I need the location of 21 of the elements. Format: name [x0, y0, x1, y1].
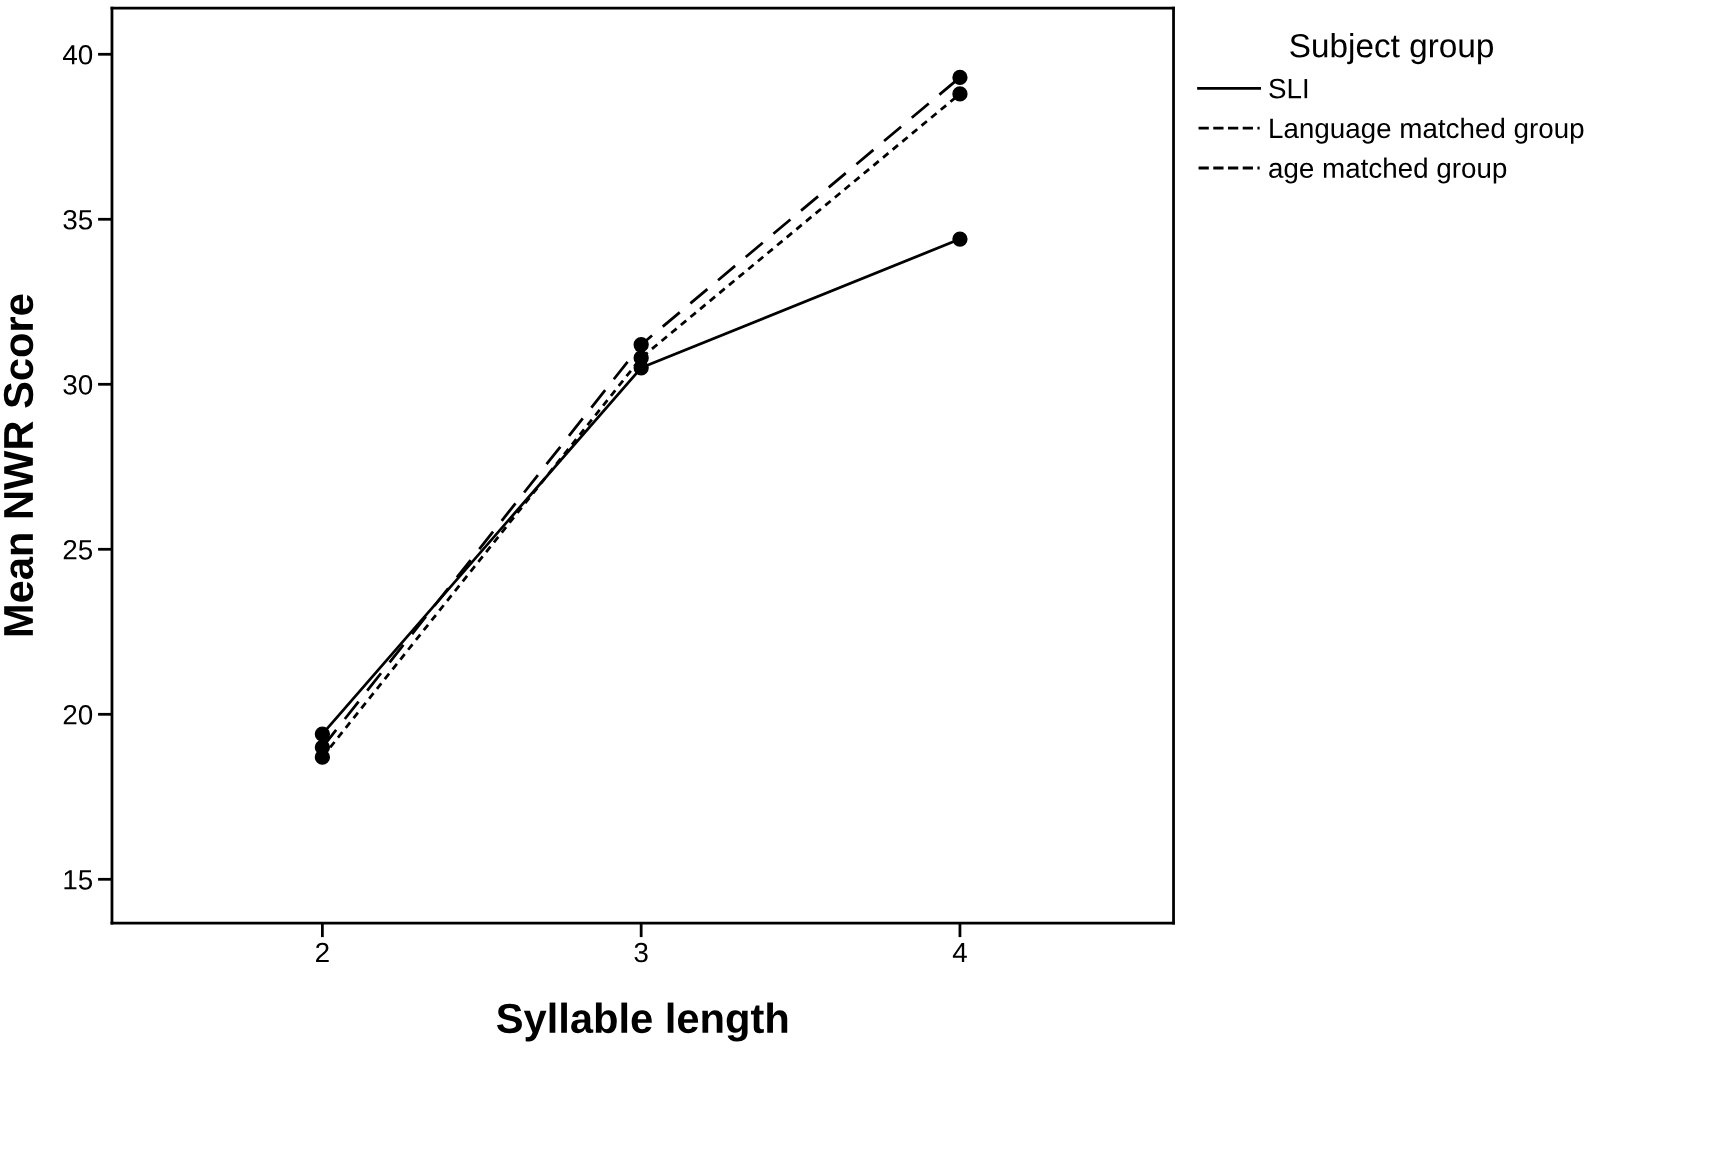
point: [314, 726, 331, 742]
legend-title: Subject group: [1290, 33, 1494, 65]
y-tick-label: 30: [63, 374, 93, 395]
legend-label: SLI: [1269, 78, 1308, 99]
x-tick-label: 3: [634, 942, 648, 963]
y-tick-label: 35: [63, 209, 93, 230]
x-axis-title: Syllable length: [496, 1002, 788, 1042]
x-tick-label: 4: [952, 942, 967, 963]
y-tick-label: 25: [63, 539, 93, 560]
legend-label: age matched group: [1269, 157, 1507, 184]
point: [314, 739, 331, 755]
legend-label: Language matched group: [1270, 117, 1584, 144]
point: [952, 231, 968, 247]
x-tick-label: 2: [316, 942, 329, 963]
point: [952, 86, 968, 102]
y-tick-label: 15: [64, 870, 93, 890]
y-axis-title: Mean NWR Score: [3, 294, 34, 636]
y-tick-label: 20: [63, 704, 93, 725]
y-tick-label: 40: [62, 44, 93, 65]
point: [952, 69, 968, 86]
point: [633, 337, 649, 353]
